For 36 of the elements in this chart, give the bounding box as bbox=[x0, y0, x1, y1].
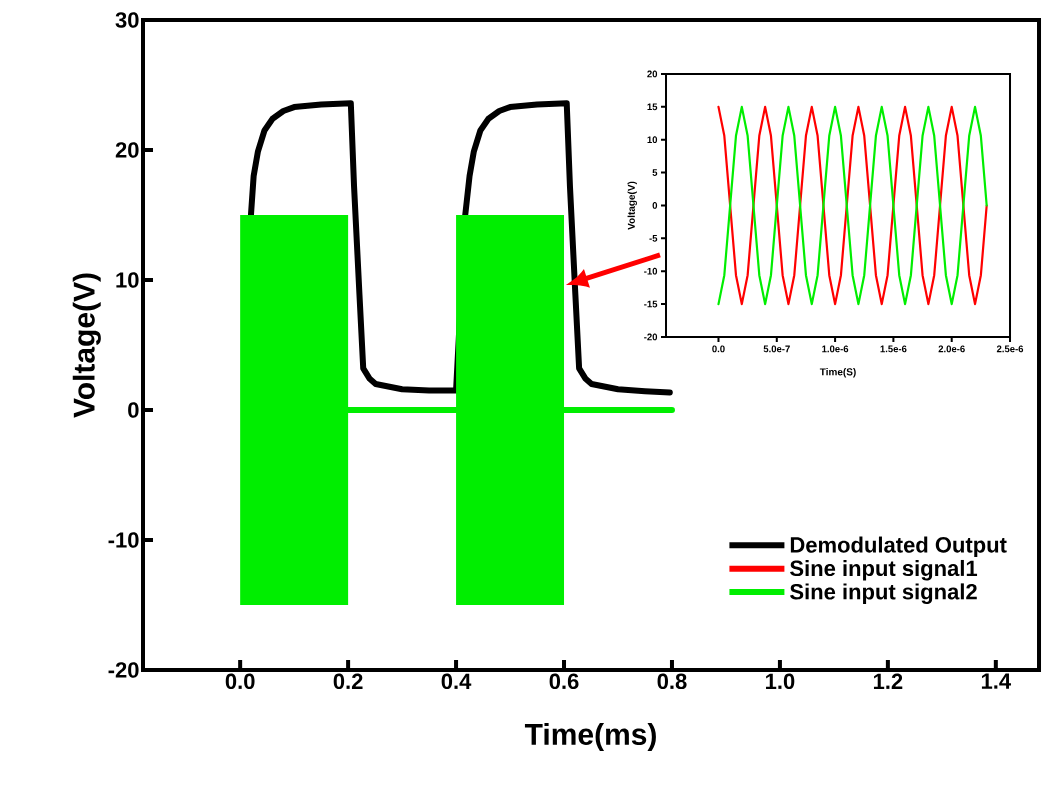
x-tick-label: 1.2 bbox=[873, 673, 903, 689]
x-tick-label: 0.8 bbox=[657, 673, 687, 690]
x-axis-title: Time(ms) bbox=[524, 722, 656, 751]
x-tick-label: 0.4 bbox=[441, 673, 472, 690]
legend-label: Sine input signal2 bbox=[790, 583, 977, 604]
y-axis-title: Voltage(V) bbox=[627, 181, 637, 230]
y-tick-label: 30 bbox=[115, 12, 139, 28]
y-tick-label: -10 bbox=[644, 267, 658, 275]
legend-label: Demodulated Output bbox=[790, 536, 1007, 558]
legend-label: Sine input signal1 bbox=[790, 559, 978, 581]
y-tick-label: 15 bbox=[647, 103, 658, 111]
y-tick-label: 20 bbox=[647, 70, 658, 78]
x-tick-label: 2.5e-6 bbox=[996, 345, 1024, 353]
y-tick-label: 10 bbox=[647, 136, 658, 144]
y-tick-label: 5 bbox=[652, 169, 658, 176]
x-tick-label: 0.2 bbox=[333, 673, 363, 690]
x-tick-label: 1.5e-6 bbox=[880, 345, 907, 353]
y-tick-label: 0 bbox=[128, 402, 139, 418]
x-tick-label: 1.0 bbox=[766, 673, 795, 690]
y-tick-label: -5 bbox=[649, 235, 658, 242]
y-tick-label: -10 bbox=[108, 532, 139, 548]
y-tick-label: -20 bbox=[108, 662, 139, 678]
x-axis-title: Time(S) bbox=[819, 368, 856, 378]
x-tick-label: 0.6 bbox=[549, 673, 579, 690]
x-tick-label: 0.0 bbox=[712, 345, 725, 353]
y-axis-title: Voltage(V) bbox=[72, 273, 101, 418]
x-tick-label: 5.0e-7 bbox=[763, 345, 790, 353]
x-tick-label: 0.0 bbox=[225, 673, 255, 690]
y-tick-label: -15 bbox=[644, 300, 658, 308]
x-tick-label: 2.0e-6 bbox=[938, 345, 965, 353]
x-tick-label: 1.4 bbox=[981, 673, 1012, 689]
y-tick-label: 10 bbox=[116, 272, 139, 288]
y-tick-label: 20 bbox=[115, 142, 139, 158]
y-tick-label: 0 bbox=[652, 202, 658, 209]
y-tick-label: -20 bbox=[644, 333, 658, 341]
x-tick-label: 1.0e-6 bbox=[822, 345, 849, 353]
